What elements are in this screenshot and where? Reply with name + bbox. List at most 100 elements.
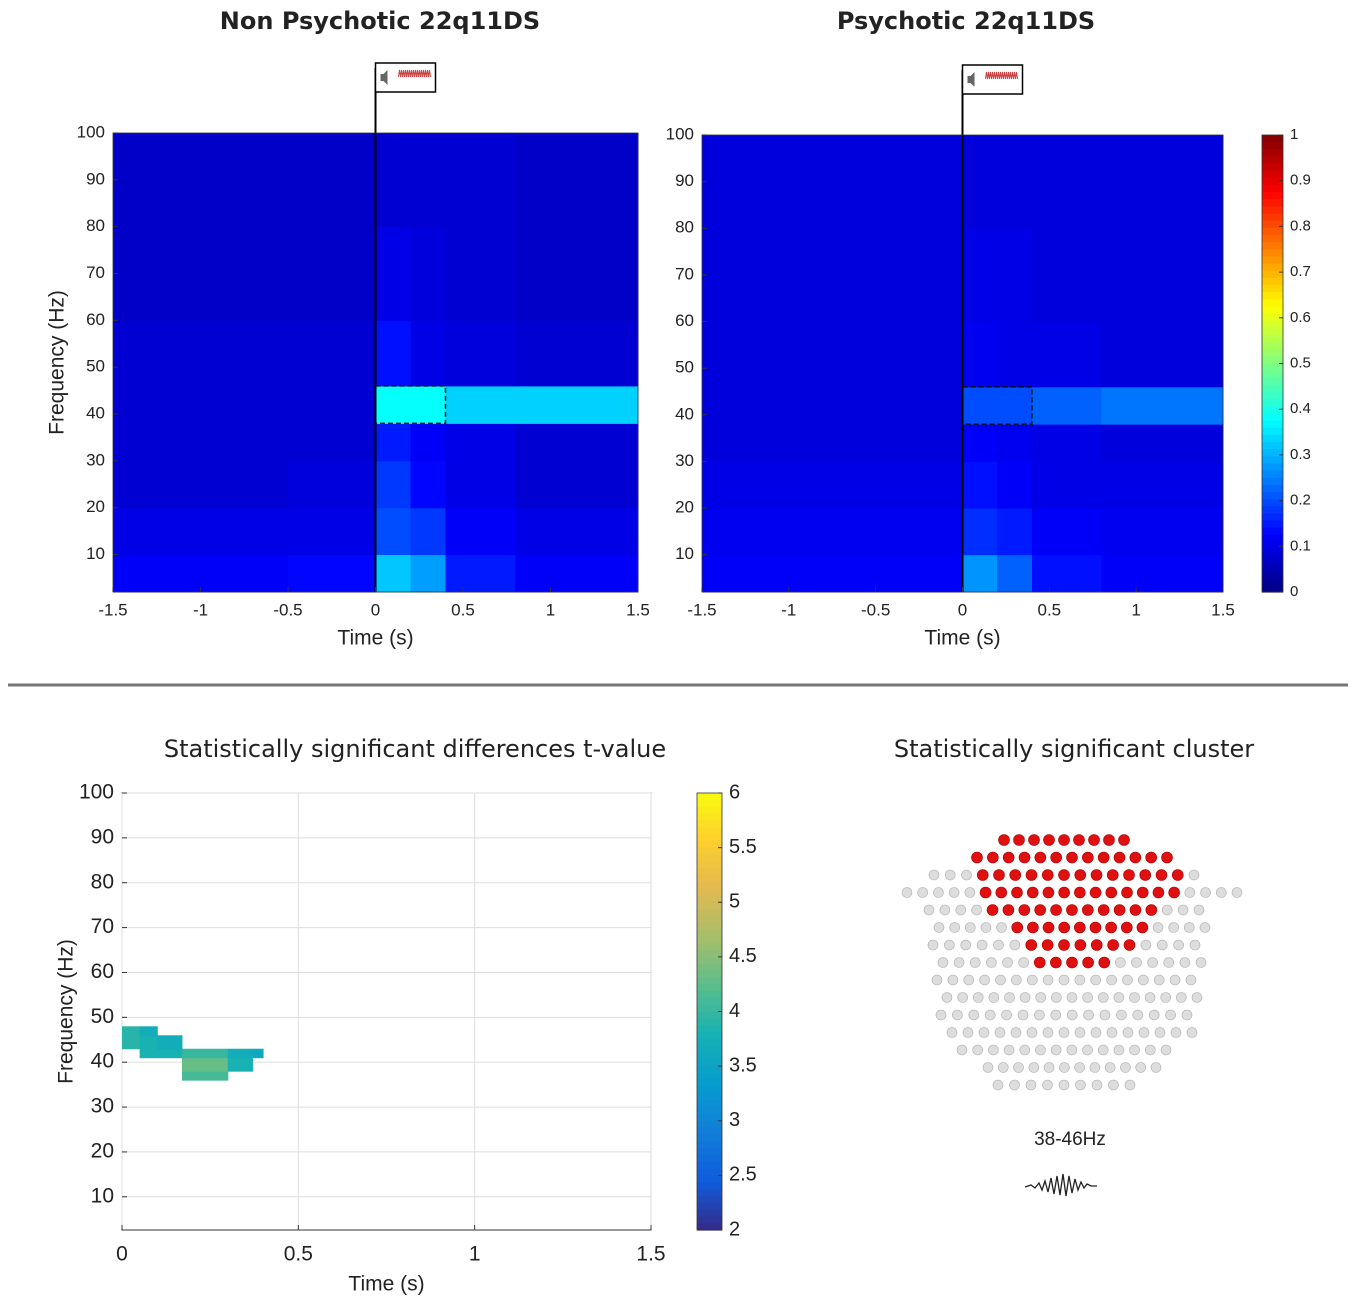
cluster-electrode	[1041, 939, 1054, 951]
colorbar-segment	[1262, 456, 1283, 465]
electrode	[937, 957, 949, 968]
heatmap-cell	[997, 461, 1033, 509]
cluster-electrode	[971, 851, 983, 864]
colorbar-segment	[1262, 284, 1283, 293]
colorbar-segment	[697, 1100, 722, 1108]
electrode	[1097, 1044, 1109, 1056]
colorbar-segment	[1262, 277, 1283, 286]
cluster-electrode	[1118, 834, 1130, 846]
chart-title: Psychotic 22q11DS	[837, 7, 1095, 35]
colorbar-segment	[1262, 506, 1283, 515]
y-tick-label: 40	[91, 1050, 114, 1073]
colorbar-tick-label: 4.5	[729, 945, 757, 967]
cluster-electrode	[1129, 904, 1142, 916]
heatmap-cell	[515, 133, 639, 228]
cluster-electrode	[1058, 834, 1070, 846]
electrode	[1010, 1027, 1022, 1038]
colorbar-segment	[697, 963, 722, 972]
electrode	[1170, 1027, 1182, 1038]
heatmap-cell	[962, 135, 998, 229]
y-tick-label: 50	[675, 358, 694, 377]
heatmap-cell	[445, 554, 516, 593]
colorbar-segment	[697, 861, 722, 869]
colorbar-segment	[697, 1141, 722, 1149]
electrode	[1113, 1044, 1125, 1056]
electrode	[953, 957, 965, 968]
y-tick-label: 60	[675, 311, 694, 330]
electrode	[1043, 1062, 1055, 1073]
x-tick-label: 1	[1131, 600, 1140, 619]
electrode	[1082, 1044, 1093, 1056]
cluster-electrode	[1090, 869, 1103, 881]
colorbar-tick-label: 0.7	[1290, 263, 1311, 280]
y-axis-label: Frequency (Hz)	[55, 939, 78, 1084]
colorbar-segment	[1262, 484, 1283, 493]
electrode	[1163, 957, 1175, 968]
colorbar-tick-label: 0.3	[1290, 446, 1311, 463]
electrode	[917, 887, 929, 898]
electrode	[1017, 1009, 1029, 1021]
heatmap-cell	[252, 1048, 264, 1059]
colorbar-segment	[697, 895, 722, 903]
y-tick-label: 10	[86, 544, 105, 563]
colorbar-segment	[697, 1113, 722, 1122]
heatmap-cell	[702, 424, 877, 462]
electrode	[1138, 974, 1149, 986]
heatmap-cell	[139, 1026, 158, 1036]
cluster-electrode	[1013, 834, 1025, 846]
heatmap-cell	[1101, 228, 1224, 323]
electrode	[993, 939, 1004, 951]
heatmap-cell	[227, 1057, 253, 1072]
heatmap-cell	[1031, 554, 1102, 593]
y-tick-label: 100	[79, 781, 114, 804]
heatmap-cell	[288, 460, 376, 509]
electrode	[1122, 1027, 1134, 1038]
heatmap-cell	[139, 1035, 158, 1050]
x-tick-label: 0	[116, 1243, 128, 1266]
x-tick-label: 1.5	[636, 1243, 665, 1266]
electrode	[992, 1079, 1004, 1091]
heatmap-cell	[702, 554, 877, 593]
electrode	[1035, 992, 1047, 1003]
colorbar-segment	[1262, 177, 1283, 186]
colorbar-segment	[697, 1052, 722, 1060]
electrode	[944, 939, 955, 951]
electrode	[1215, 887, 1227, 898]
colorbar-segment	[1262, 492, 1283, 500]
x-tick-label: 0	[371, 600, 380, 619]
colorbar-segment	[1262, 542, 1283, 550]
colorbar-segment	[697, 806, 722, 815]
cluster-electrode	[1058, 869, 1070, 881]
heatmap-cell	[1031, 461, 1102, 509]
cluster-electrode	[1026, 886, 1039, 899]
heatmap-cell	[181, 1057, 229, 1072]
electrode	[1179, 957, 1191, 968]
cluster-electrode	[993, 869, 1005, 881]
colorbar-segment	[697, 1195, 722, 1204]
heatmap-cell	[445, 385, 516, 424]
y-tick-label: 60	[86, 310, 105, 329]
colorbar-tick-label: 5	[729, 891, 740, 913]
electrode	[1001, 1009, 1012, 1021]
electrode	[1035, 1044, 1046, 1056]
heatmap-cell	[445, 507, 516, 556]
heatmap-cell	[410, 226, 446, 321]
colorbar-segment	[697, 1202, 722, 1211]
electrode	[1131, 957, 1142, 968]
x-axis-label: Time (s)	[337, 627, 413, 650]
electrode	[1129, 992, 1140, 1003]
colorbar-segment	[697, 847, 722, 856]
heatmap-cell	[410, 320, 446, 387]
colorbar-segment	[697, 833, 722, 842]
cluster-electrode	[1074, 869, 1087, 881]
electrode	[1140, 939, 1152, 951]
colorbar-segment	[697, 984, 722, 992]
heatmap-cell	[1101, 508, 1224, 556]
heatmap-cell	[875, 135, 963, 229]
colorbar-segment	[697, 1107, 722, 1115]
heatmap-cell	[375, 507, 411, 556]
heatmap-cell	[962, 386, 998, 425]
colorbar-segment	[1262, 399, 1283, 407]
cluster-electrode	[1097, 904, 1110, 916]
colorbar-segment	[697, 1004, 722, 1013]
